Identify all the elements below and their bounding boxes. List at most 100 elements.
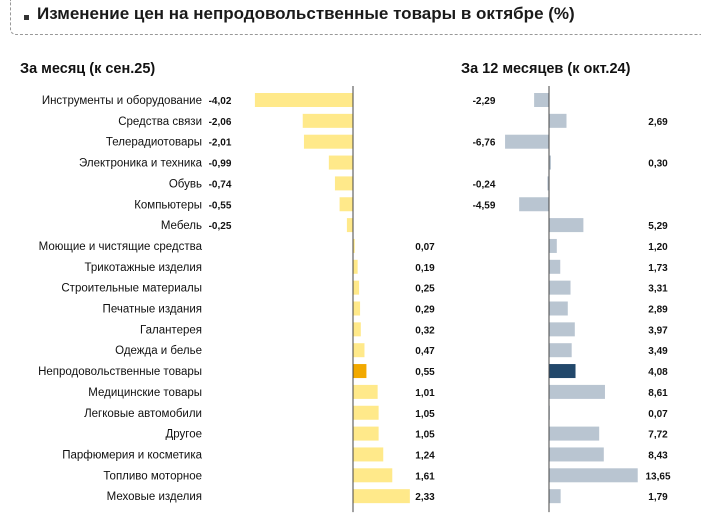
monthly-bar — [302, 113, 353, 128]
annual-bar — [549, 113, 567, 128]
annual-value-label: 7,72 — [648, 430, 668, 441]
monthly-bar — [353, 468, 393, 483]
annual-bar — [549, 343, 572, 358]
annual-bar — [549, 322, 575, 337]
annual-value-label: 4,08 — [648, 367, 668, 378]
annual-bar — [505, 134, 549, 149]
annual-bar — [549, 364, 576, 379]
annual-bar — [534, 93, 549, 107]
title-frame: Изменение цен на непродовольственные тов… — [10, 0, 701, 35]
category-label: Обувь — [169, 178, 202, 190]
annual-value-label: -0,24 — [473, 179, 496, 190]
monthly-bar — [353, 447, 384, 462]
monthly-bar — [328, 155, 353, 170]
monthly-value-label: 0,07 — [415, 242, 435, 253]
monthly-bar — [353, 280, 360, 295]
monthly-bar — [353, 238, 355, 253]
annual-bar — [549, 259, 561, 274]
annual-value-label: -2,29 — [473, 96, 496, 107]
monthly-bar — [346, 218, 353, 233]
monthly-bar — [353, 322, 361, 337]
annual-value-label: 1,73 — [648, 263, 668, 274]
annual-value-label: -4,59 — [473, 200, 496, 211]
title-bullet — [24, 15, 29, 20]
annual-value-label: 3,97 — [648, 325, 668, 336]
monthly-bar — [334, 176, 353, 191]
monthly-value-label: -0,25 — [209, 221, 232, 232]
monthly-bar — [254, 93, 353, 107]
annual-value-label: 8,61 — [648, 388, 668, 399]
monthly-bar — [353, 489, 410, 504]
monthly-value-label: -2,01 — [209, 138, 232, 149]
monthly-value-label: -0,74 — [209, 179, 232, 190]
monthly-bar — [353, 301, 361, 316]
monthly-value-label: 1,05 — [415, 409, 435, 420]
category-label: Моющие и чистящие средства — [39, 241, 203, 253]
annual-bar — [519, 197, 549, 212]
annual-chart-title: За 12 месяцев (к окт.24) — [461, 61, 631, 77]
monthly-bar — [353, 364, 367, 379]
annual-bar — [549, 447, 604, 462]
annual-bar — [549, 489, 561, 504]
monthly-value-label: -2,06 — [209, 117, 232, 128]
category-label: Средства связи — [118, 116, 202, 128]
category-label: Меховые изделия — [107, 491, 202, 503]
monthly-value-label: -0,55 — [209, 200, 232, 211]
monthly-value-label: 0,32 — [415, 325, 435, 336]
annual-bar — [549, 218, 584, 233]
monthly-value-label: 0,47 — [415, 346, 435, 357]
annual-value-label: 1,20 — [648, 242, 668, 253]
monthly-value-label: 0,25 — [415, 284, 435, 295]
monthly-bar — [353, 426, 379, 441]
annual-value-label: 2,69 — [648, 117, 668, 128]
category-label: Компьютеры — [134, 199, 202, 211]
monthly-bar — [339, 197, 353, 212]
annual-bar — [549, 155, 551, 170]
annual-value-label: -6,76 — [473, 138, 496, 149]
category-label: Медицинские товары — [88, 387, 202, 399]
annual-value-label: 13,65 — [645, 471, 670, 482]
monthly-value-label: -4,02 — [209, 96, 232, 107]
chart-title: Изменение цен на непродовольственные тов… — [37, 4, 575, 23]
annual-value-label: 1,79 — [648, 492, 668, 503]
monthly-value-label: 1,01 — [415, 388, 435, 399]
annual-value-label: 3,49 — [648, 346, 668, 357]
annual-bar — [549, 301, 568, 316]
category-label: Инструменты и оборудование — [42, 95, 202, 107]
monthly-bar — [353, 343, 365, 358]
annual-bar — [549, 384, 605, 399]
monthly-value-label: 0,19 — [415, 263, 435, 274]
annual-bar — [549, 426, 600, 441]
monthly-bar — [353, 384, 378, 399]
category-label: Парфюмерия и косметика — [62, 449, 202, 461]
category-label: Непродовольственные товары — [38, 366, 202, 378]
monthly-value-label: 2,33 — [415, 492, 435, 503]
monthly-value-label: 0,55 — [415, 367, 435, 378]
annual-value-label: 0,30 — [648, 159, 668, 170]
category-label: Топливо моторное — [103, 470, 202, 482]
annual-bar — [549, 238, 557, 253]
category-label: Телерадиотовары — [106, 137, 202, 149]
monthly-value-label: 0,29 — [415, 305, 435, 316]
monthly-value-label: 1,24 — [415, 450, 435, 461]
annual-bar — [547, 176, 549, 191]
monthly-value-label: 1,61 — [415, 471, 435, 482]
monthly-bar — [303, 134, 353, 149]
monthly-chart-title: За месяц (к сен.25) — [20, 61, 156, 77]
monthly-value-label: -0,99 — [209, 159, 232, 170]
monthly-bar — [353, 405, 379, 420]
monthly-bar — [353, 259, 358, 274]
category-label: Трикотажные изделия — [85, 262, 202, 274]
annual-bar — [549, 280, 571, 295]
category-label: Легковые автомобили — [84, 408, 202, 420]
category-label: Мебель — [161, 220, 202, 232]
category-label: Галантерея — [140, 324, 202, 336]
category-label: Электроника и техника — [79, 158, 203, 170]
annual-value-label: 3,31 — [648, 284, 668, 295]
annual-value-label: 8,43 — [648, 450, 668, 461]
category-label: Печатные издания — [103, 304, 202, 316]
annual-bar — [549, 468, 638, 483]
annual-value-label: 0,07 — [648, 409, 668, 420]
category-label: Строительные материалы — [61, 283, 202, 295]
